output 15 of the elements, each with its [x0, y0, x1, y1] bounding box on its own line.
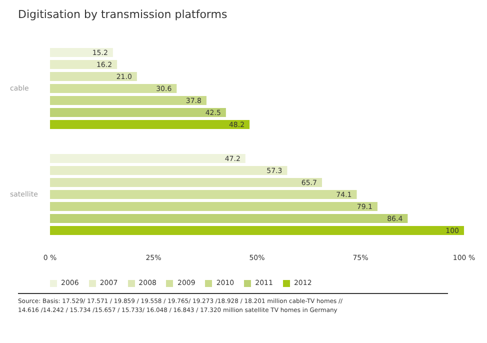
- bar: [50, 202, 378, 211]
- bar: [50, 226, 464, 235]
- bar: [50, 166, 288, 175]
- bar: [50, 214, 408, 223]
- bar: [50, 120, 250, 129]
- bar: [50, 48, 113, 57]
- bar: [50, 60, 118, 69]
- bar: [50, 72, 137, 81]
- bar: [50, 108, 226, 117]
- bar: [50, 190, 357, 199]
- bar: [50, 178, 322, 187]
- bar: [50, 84, 177, 93]
- bar: [50, 154, 246, 163]
- chart-title: Digitisation by transmission platforms: [18, 8, 228, 21]
- bar: [50, 96, 206, 105]
